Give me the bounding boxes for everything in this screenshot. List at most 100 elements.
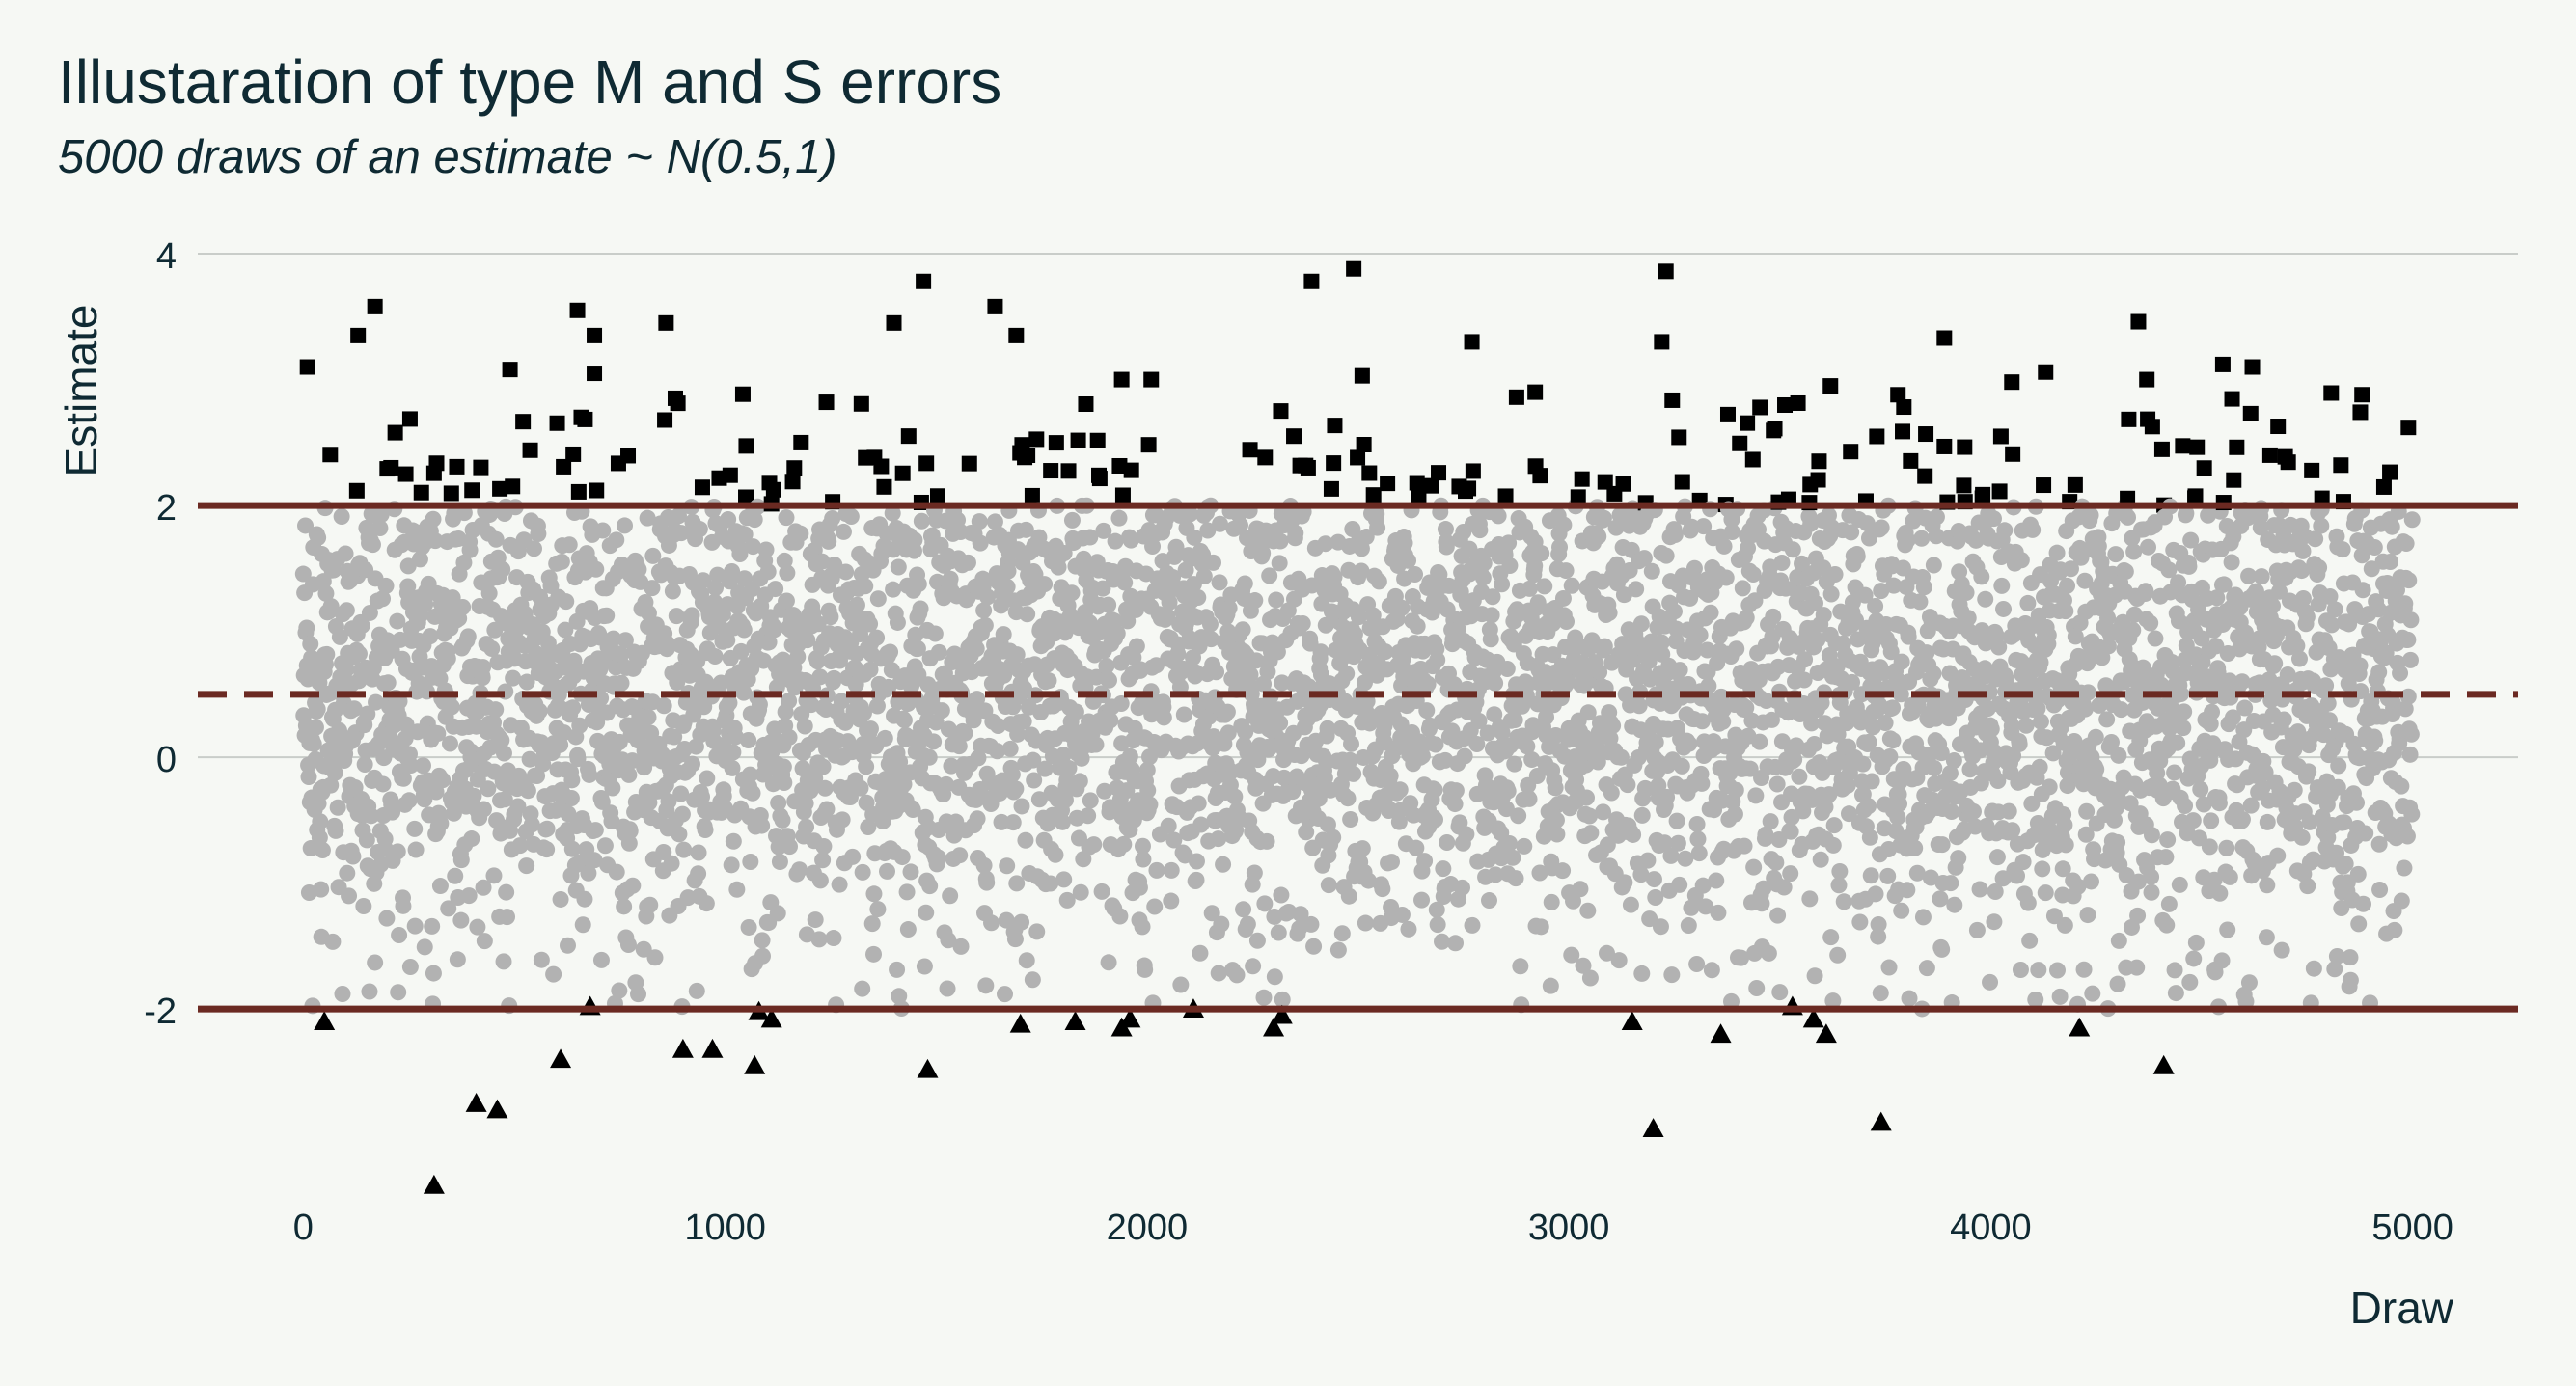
point-within-band xyxy=(868,697,886,715)
point-within-band xyxy=(862,720,879,738)
point-within-band xyxy=(771,854,788,871)
chart-title: Illustaration of type M and S errors xyxy=(58,47,1002,117)
point-within-band xyxy=(1050,558,1067,576)
point-within-band xyxy=(1054,813,1071,830)
point-within-band xyxy=(379,674,397,692)
point-within-band xyxy=(1036,576,1054,593)
point-within-band xyxy=(2266,655,2284,672)
point-above-2 xyxy=(522,442,538,458)
point-within-band xyxy=(719,632,736,649)
point-within-band xyxy=(1080,807,1097,825)
point-within-band xyxy=(426,532,444,550)
point-within-band xyxy=(569,750,587,768)
point-within-band xyxy=(487,701,505,719)
point-within-band xyxy=(769,905,786,922)
point-within-band xyxy=(2386,921,2403,938)
point-within-band xyxy=(1773,555,1791,572)
point-within-band xyxy=(353,617,370,635)
point-above-2 xyxy=(1020,448,1036,464)
point-within-band xyxy=(1181,505,1198,523)
point-within-band xyxy=(1245,958,1262,975)
point-above-2 xyxy=(2187,488,2204,504)
point-within-band xyxy=(1186,529,1203,546)
point-within-band xyxy=(309,700,326,718)
point-within-band xyxy=(1190,588,1207,606)
point-within-band xyxy=(808,653,826,670)
point-within-band xyxy=(1601,604,1618,621)
point-within-band xyxy=(959,554,976,571)
point-within-band xyxy=(505,669,522,687)
point-above-2 xyxy=(413,484,429,501)
point-within-band xyxy=(1982,973,1999,991)
point-within-band xyxy=(2024,521,2042,538)
point-within-band xyxy=(1141,796,1159,813)
point-above-2 xyxy=(1869,428,1885,445)
point-above-2 xyxy=(1327,418,1343,434)
point-within-band xyxy=(1188,853,1205,870)
point-within-band xyxy=(307,719,324,736)
point-within-band xyxy=(1993,577,2011,594)
point-within-band xyxy=(1666,527,1684,544)
point-within-band xyxy=(327,822,344,839)
point-within-band xyxy=(587,822,604,839)
point-within-band xyxy=(1294,614,1311,632)
point-within-band xyxy=(776,774,793,791)
point-within-band xyxy=(706,593,724,611)
point-within-band xyxy=(1009,725,1027,743)
point-within-band xyxy=(869,590,887,608)
point-within-band xyxy=(1652,918,1669,936)
point-within-band xyxy=(1146,898,1164,915)
point-within-band xyxy=(912,600,929,617)
point-within-band xyxy=(1680,917,1697,935)
point-within-band xyxy=(538,841,556,858)
point-within-band xyxy=(823,570,840,587)
point-within-band xyxy=(465,787,482,804)
point-within-band xyxy=(1201,615,1219,633)
point-within-band xyxy=(2109,833,2126,851)
point-above-2 xyxy=(1024,487,1040,503)
point-within-band xyxy=(675,841,693,858)
point-within-band xyxy=(2169,734,2186,751)
point-within-band xyxy=(1131,879,1148,896)
point-within-band xyxy=(2342,949,2359,966)
point-within-band xyxy=(754,932,771,949)
point-within-band xyxy=(1163,861,1180,879)
point-within-band xyxy=(439,650,456,667)
point-within-band xyxy=(608,531,625,549)
point-within-band xyxy=(664,583,681,600)
point-above-2 xyxy=(2270,419,2287,435)
point-within-band xyxy=(1945,752,1962,770)
point-within-band xyxy=(860,818,877,835)
point-within-band xyxy=(775,758,792,775)
point-above-2 xyxy=(1361,465,1378,481)
point-within-band xyxy=(311,829,328,846)
point-within-band xyxy=(402,756,420,774)
point-above-2 xyxy=(1903,452,1919,469)
point-within-band xyxy=(2233,811,2251,829)
point-within-band xyxy=(890,558,907,576)
point-above-2 xyxy=(348,482,365,499)
point-within-band xyxy=(986,513,1003,530)
point-above-2 xyxy=(464,482,480,499)
point-within-band xyxy=(2176,703,2193,720)
point-within-band xyxy=(617,632,634,649)
point-within-band xyxy=(895,712,913,729)
point-within-band xyxy=(670,507,687,525)
point-within-band xyxy=(2259,877,2276,894)
point-within-band xyxy=(672,785,690,802)
point-within-band xyxy=(2057,836,2074,854)
point-within-band xyxy=(1996,522,2014,539)
point-within-band xyxy=(655,843,672,860)
point-within-band xyxy=(384,803,401,821)
point-above-2 xyxy=(1992,428,2009,445)
point-above-2 xyxy=(1895,423,1911,440)
point-within-band xyxy=(2354,582,2371,599)
point-within-band xyxy=(363,807,380,825)
point-within-band xyxy=(781,728,798,746)
point-within-band xyxy=(1115,835,1133,853)
point-within-band xyxy=(1085,836,1103,854)
point-within-band xyxy=(586,852,603,869)
point-within-band xyxy=(2087,728,2104,746)
point-within-band xyxy=(1137,961,1154,978)
point-within-band xyxy=(1210,965,1227,982)
